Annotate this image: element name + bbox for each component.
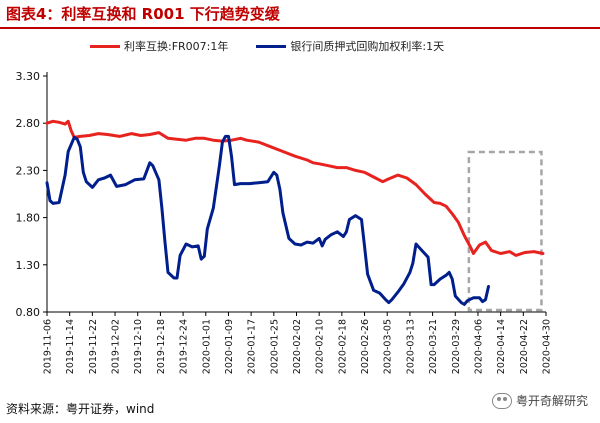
x-tick-label: 2020-02-02 xyxy=(292,319,303,374)
x-tick-label: 2020-03-21 xyxy=(428,319,439,374)
x-tick-label: 2019-11-22 xyxy=(88,319,99,374)
legend-swatch-r001 xyxy=(256,44,287,48)
legend-label-r001: 银行间质押式回购加权利率:1天 xyxy=(290,40,445,53)
x-tick-label: 2020-01-09 xyxy=(224,319,235,374)
watermark: 粤开奇解研究 xyxy=(491,392,588,409)
legend-swatch-irs xyxy=(90,44,120,48)
y-tick-label: 0.80 xyxy=(16,306,41,319)
x-tick-label: 2019-12-18 xyxy=(156,319,167,374)
title-bar: 图表4：利率互换和 R001 下行趋势变缓 xyxy=(0,0,600,30)
x-tick-label: 2019-12-02 xyxy=(111,319,122,374)
wechat-icon xyxy=(491,392,512,409)
series-line-irs xyxy=(45,119,545,257)
x-tick-label: 2020-01-17 xyxy=(247,319,258,374)
x-tick-label: 2020-03-29 xyxy=(451,319,462,374)
legend-item-r001: 银行间质押式回购加权利率:1天 xyxy=(256,38,444,54)
legend-item-irs: 利率互换:FR007:1年 xyxy=(90,38,228,54)
source-note: 资料来源：粤开证券，wind xyxy=(6,402,155,416)
title-rule xyxy=(0,27,600,29)
y-tick-label: 3.30 xyxy=(16,70,41,83)
watermark-text: 粤开奇解研究 xyxy=(515,394,588,408)
legend-label-irs: 利率互换:FR007:1年 xyxy=(124,40,229,53)
series-line-r001 xyxy=(45,134,490,306)
x-tick-label: 2020-01-01 xyxy=(201,319,212,374)
x-tick-label: 2020-04-30 xyxy=(542,319,553,374)
x-tick-label: 2020-01-25 xyxy=(269,319,280,374)
x-tick-label: 2020-03-05 xyxy=(383,319,394,374)
y-tick-label: 2.30 xyxy=(16,164,41,177)
x-tick-label: 2019-12-24 xyxy=(179,319,190,374)
x-tick-label: 2020-02-10 xyxy=(315,319,326,374)
x-tick-label: 2020-03-13 xyxy=(405,319,416,374)
x-tick-label: 2020-04-14 xyxy=(496,319,507,374)
x-tick-label: 2019-11-06 xyxy=(43,319,54,374)
x-tick-label: 2020-02-26 xyxy=(360,319,371,374)
chart-title: 图表4：利率互换和 R001 下行趋势变缓 xyxy=(6,5,280,23)
y-tick-label: 1.30 xyxy=(16,259,41,272)
x-tick-label: 2019-12-10 xyxy=(133,319,144,374)
x-tick-label: 2019-11-14 xyxy=(65,319,76,374)
highlight-box xyxy=(467,150,543,312)
x-tick-label: 2020-02-18 xyxy=(337,319,348,374)
y-tick-label: 1.80 xyxy=(16,212,41,225)
y-tick-label: 2.80 xyxy=(16,117,41,130)
x-tick-label: 2020-04-22 xyxy=(519,319,530,374)
chart-legend: 利率互换:FR007:1年 银行间质押式回购加权利率:1天 xyxy=(90,38,444,54)
x-tick-label: 2020-04-06 xyxy=(473,319,484,374)
